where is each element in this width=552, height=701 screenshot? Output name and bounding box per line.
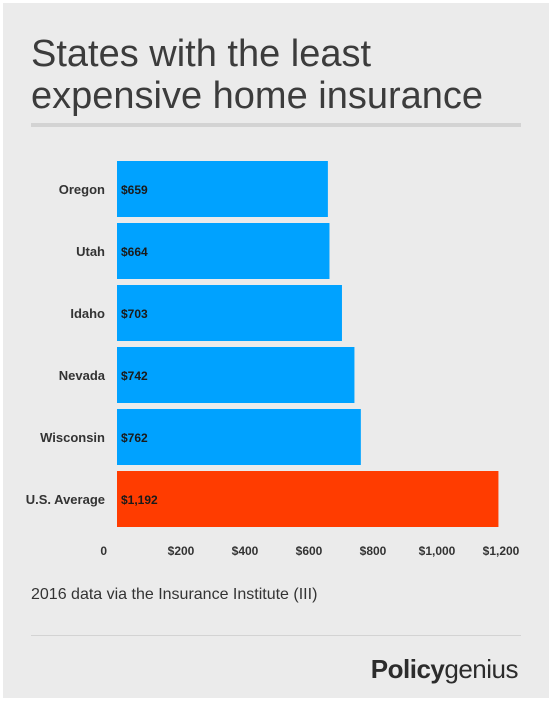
- x-tick-label: $1,200: [483, 544, 520, 558]
- footer-divider: [31, 635, 521, 636]
- bar-wisconsin: [117, 409, 361, 465]
- chart-title-line-1: States with the least: [31, 33, 372, 75]
- category-label: Wisconsin: [40, 430, 105, 445]
- brand-logo: Policygenius: [370, 654, 519, 685]
- brand-logo-bold: Policy: [370, 654, 445, 684]
- x-tick-label: $800: [360, 544, 387, 558]
- category-label: Utah: [76, 244, 105, 259]
- bar-chart: Oregon $659 Utah $664 Idaho $703 Nevada $742 Wis…: [26, 161, 520, 558]
- title-divider: [31, 123, 521, 127]
- source-note: 2016 data via the Insurance Institute (I…: [31, 586, 317, 604]
- bar-nevada: [117, 347, 355, 403]
- chart-title: States with the least expensive home ins…: [31, 33, 531, 117]
- x-tick-label: $400: [232, 544, 259, 558]
- bar-u-s-average: [117, 471, 499, 527]
- category-label: U.S. Average: [26, 492, 105, 507]
- category-label: Idaho: [70, 306, 105, 321]
- brand-logo-regular: genius: [444, 654, 518, 684]
- category-label: Oregon: [59, 182, 105, 197]
- x-tick-label: 0: [100, 544, 107, 558]
- x-tick-label: $200: [168, 544, 195, 558]
- x-tick-label: $600: [296, 544, 323, 558]
- source-text: 2016 data via the Insurance Institute (I…: [31, 586, 318, 603]
- chart-title-line-2: expensive home insurance: [31, 75, 484, 117]
- data-label: $664: [121, 245, 148, 259]
- data-label: $1,192: [121, 493, 158, 507]
- data-label: $742: [121, 369, 148, 383]
- x-tick-label: $1,000: [419, 544, 456, 558]
- data-label: $703: [121, 307, 148, 321]
- bar-utah: [117, 223, 330, 279]
- bar-idaho: [117, 285, 342, 341]
- category-label: Nevada: [59, 368, 106, 383]
- data-label: $762: [121, 431, 148, 445]
- infographic-card: States with the least expensive home ins…: [3, 3, 549, 698]
- data-label: $659: [121, 183, 148, 197]
- bar-oregon: [117, 161, 328, 217]
